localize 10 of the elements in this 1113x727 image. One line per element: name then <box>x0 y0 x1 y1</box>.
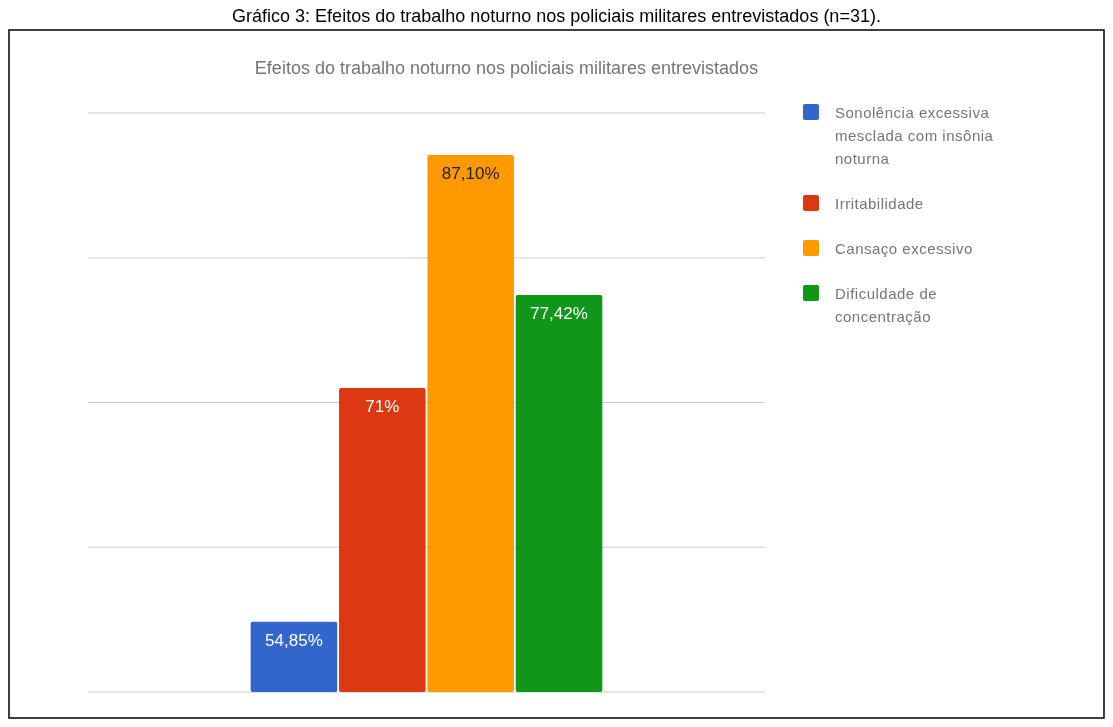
data-label: 77,42% <box>530 304 588 324</box>
data-label: 71% <box>365 397 400 417</box>
legend-label: Sonolência excessiva mesclada com insônia noturna <box>835 104 994 167</box>
legend-label: Irritabilidade <box>835 195 924 212</box>
chart-title: Efeitos do trabalho noturno nos policiais militares entrevistados <box>254 58 759 78</box>
text: Gráfico 3: Efeitos do trabalho noturno nos policiais militares entrevistados (n=31). <box>232 6 881 26</box>
legend-label: Cansaço excessivo <box>835 240 973 257</box>
legend-label: Dificuldade de concentração <box>835 285 938 325</box>
data-label: 87,10% <box>441 163 500 183</box>
data-label: 54,85% <box>265 630 323 650</box>
